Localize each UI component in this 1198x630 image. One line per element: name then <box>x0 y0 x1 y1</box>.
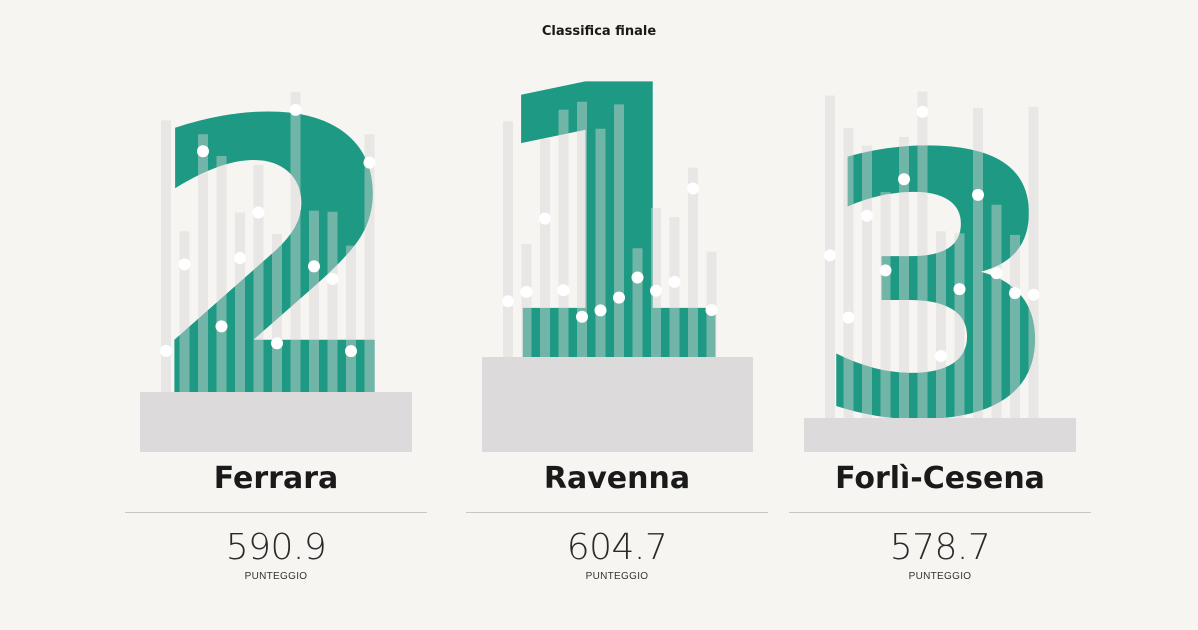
stripe <box>198 134 208 393</box>
stripe-dot <box>935 350 947 363</box>
score-value: 590.9 <box>225 527 327 568</box>
stripe <box>843 128 854 418</box>
result-card-ravenna: Ravenna 604.7 PUNTEGGIO <box>466 455 768 582</box>
podium-chart: 2 1 3 <box>140 7 1076 455</box>
stripe-dot <box>613 291 625 304</box>
stripe <box>1028 106 1039 418</box>
stripe <box>216 155 227 392</box>
rank-numeral-second: 2 <box>144 42 407 455</box>
stripe <box>235 212 245 392</box>
score-label: PUNTEGGIO <box>908 571 972 582</box>
stripe <box>899 137 909 418</box>
stripe-dot <box>990 267 1003 280</box>
city-name: Ferrara <box>213 461 339 496</box>
stripe <box>253 164 264 392</box>
stripe <box>161 120 171 393</box>
stripe-dot <box>879 264 892 277</box>
stripe-dot <box>539 212 551 225</box>
stripe <box>688 167 698 357</box>
score-value: 604.7 <box>566 527 668 568</box>
divider <box>125 512 427 513</box>
stripe-dot <box>345 345 357 358</box>
stripe-dot <box>842 311 855 324</box>
pedestal-first <box>482 357 753 452</box>
stripe-dot <box>1009 287 1021 300</box>
stripe <box>521 243 532 357</box>
city-name: Forlì-Cesena <box>835 461 1045 496</box>
stripe <box>880 192 891 418</box>
stripe-dot <box>215 320 228 333</box>
stripe-dot <box>916 105 929 118</box>
stripe <box>991 204 1002 418</box>
stripe <box>290 91 301 393</box>
stripe <box>632 248 643 357</box>
stripe-dot <box>308 260 320 273</box>
stripe-dot <box>824 249 836 262</box>
stripe-dot <box>972 188 984 201</box>
stripe-dot <box>650 284 662 297</box>
stripe-dot <box>594 304 607 317</box>
stripe-dot <box>520 285 533 298</box>
stripe <box>917 91 928 419</box>
stripe <box>577 101 587 357</box>
rank-numeral-third: 3 <box>812 79 1064 455</box>
stripe-dot <box>234 251 246 264</box>
stripe-dot <box>898 173 910 186</box>
stripe-dot <box>557 284 570 297</box>
decorative-stripes <box>160 91 1040 419</box>
stripe-dot <box>576 310 588 323</box>
stripe-dot <box>1027 288 1040 301</box>
stripe-dot <box>197 145 209 158</box>
stripe-dot <box>705 303 718 316</box>
city-name: Ravenna <box>543 461 691 496</box>
stripe-dot <box>668 275 681 288</box>
result-card-ferrara: Ferrara 590.9 PUNTEGGIO <box>125 455 427 582</box>
divider <box>466 512 768 513</box>
stripe-dot <box>271 337 283 350</box>
stripe <box>936 231 946 418</box>
stripe <box>1010 234 1020 418</box>
stripe-dot <box>502 295 514 308</box>
stripe <box>309 210 319 392</box>
stripe <box>862 145 872 418</box>
stripe-dot <box>687 182 699 195</box>
stripe-dot <box>160 344 172 357</box>
rank-numeral-first: 1 <box>478 7 741 447</box>
stripe-dot <box>861 209 873 222</box>
score-value: 578.7 <box>889 527 991 568</box>
stripe <box>973 107 983 419</box>
stripe <box>595 128 606 357</box>
stripe-dot <box>631 271 644 284</box>
stripe <box>558 109 569 357</box>
stripe <box>540 138 550 357</box>
stripe-dot <box>289 103 302 116</box>
stripe-dot <box>252 206 265 219</box>
stripe <box>614 104 624 357</box>
stripe-dot <box>953 283 966 296</box>
stripe <box>651 208 661 357</box>
stripe-dot <box>363 156 376 169</box>
stripe <box>179 231 190 392</box>
stripe <box>503 121 513 357</box>
stripe-dot <box>326 273 339 286</box>
result-card-forli-cesena: Forlì-Cesena 578.7 PUNTEGGIO <box>789 455 1091 582</box>
chart-title: Classifica finale <box>541 24 657 39</box>
stripe <box>272 233 282 392</box>
stripe <box>954 233 965 418</box>
stripe <box>346 245 356 392</box>
score-label: PUNTEGGIO <box>585 571 649 582</box>
pedestal-second <box>140 392 412 452</box>
stripe-dot <box>178 258 191 271</box>
divider <box>789 512 1091 513</box>
pedestal-third <box>804 418 1076 452</box>
score-label: PUNTEGGIO <box>244 571 308 582</box>
stripe <box>327 211 338 392</box>
stripe <box>364 134 375 392</box>
